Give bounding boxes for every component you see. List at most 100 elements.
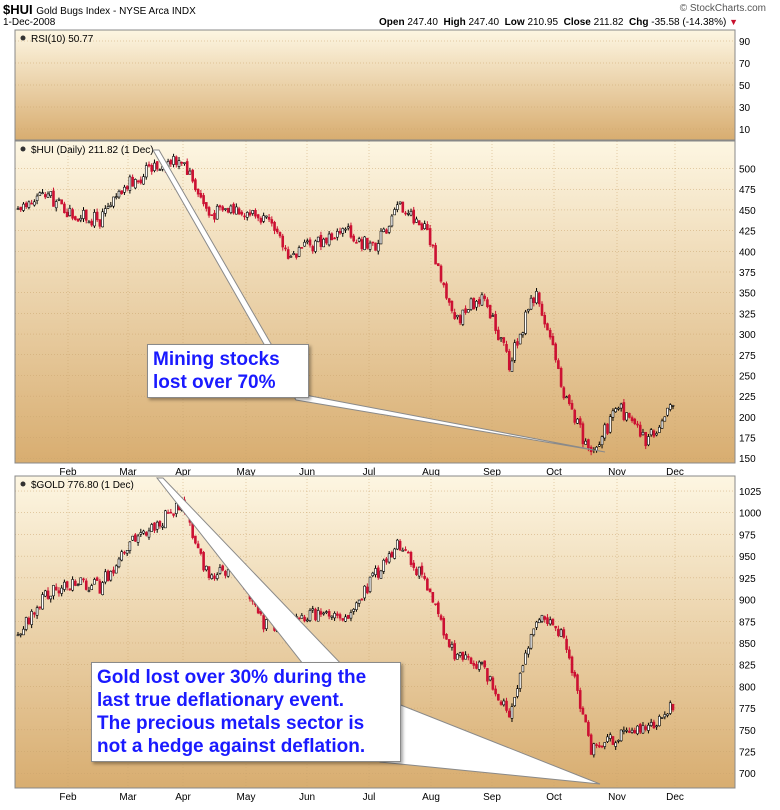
- candle-body: [584, 714, 587, 723]
- candle-body: [502, 700, 506, 706]
- candle-body: [251, 210, 255, 214]
- candle-body: [633, 730, 637, 734]
- candle-body: [406, 551, 410, 554]
- low-label: Low: [504, 17, 525, 28]
- candle-body: [412, 209, 416, 224]
- candle-body: [396, 539, 399, 550]
- candle-body: [117, 558, 121, 568]
- y-tick-label: 300: [739, 330, 756, 341]
- candle-body: [420, 565, 424, 575]
- candle-body: [368, 242, 372, 250]
- candle-body: [120, 551, 124, 561]
- candle-body: [578, 418, 582, 425]
- y-tick-label: 900: [739, 596, 756, 607]
- panel-legend-icon: [20, 146, 26, 152]
- candle-body: [338, 231, 342, 234]
- candle-body: [647, 724, 650, 731]
- x-tick-label: Mar: [119, 467, 137, 478]
- candle-body: [205, 202, 208, 209]
- candle-body: [65, 211, 69, 218]
- candle-body: [628, 730, 631, 733]
- candle-body: [505, 700, 508, 711]
- candle-body: [554, 343, 557, 361]
- candle-body: [19, 633, 23, 636]
- candle-body: [453, 312, 456, 319]
- candle-body: [79, 577, 83, 585]
- candle-body: [41, 594, 44, 610]
- candle-body: [210, 574, 214, 579]
- candle-body: [112, 196, 115, 207]
- candle-body: [537, 619, 541, 624]
- candle-body: [224, 208, 227, 210]
- candle-body: [185, 161, 189, 175]
- candle-body: [374, 568, 377, 575]
- candle-body: [49, 595, 53, 600]
- candle-body: [483, 295, 486, 299]
- candle-body: [90, 220, 93, 226]
- candle-body: [598, 745, 601, 748]
- candle-body: [270, 219, 274, 224]
- candle-body: [114, 565, 118, 574]
- candle-body: [382, 559, 386, 572]
- candle-body: [333, 613, 336, 619]
- y-tick-label: 925: [739, 574, 756, 585]
- candle-body: [376, 243, 380, 252]
- candle-body: [174, 156, 178, 165]
- candle-body: [658, 426, 661, 433]
- candle-body: [254, 209, 257, 217]
- y-tick-label: 800: [739, 682, 756, 693]
- candle-body: [341, 228, 345, 234]
- candle-body: [177, 160, 181, 167]
- candle-body: [207, 566, 211, 578]
- candle-body: [499, 701, 503, 705]
- x-tick-label: Aug: [422, 792, 440, 803]
- candle-body: [456, 653, 459, 660]
- candle-body: [54, 586, 58, 591]
- candle-body: [229, 205, 233, 213]
- candle-body: [565, 396, 568, 399]
- candle-body: [27, 201, 31, 208]
- candle-body: [529, 634, 533, 649]
- candle-body: [308, 239, 312, 246]
- candle-body: [513, 696, 517, 707]
- candle-body: [82, 210, 85, 219]
- candle-body: [49, 191, 53, 197]
- candle-body: [445, 634, 448, 640]
- y-tick-label: 325: [739, 309, 756, 320]
- candle-body: [611, 736, 615, 745]
- candle-body: [458, 315, 462, 324]
- candle-body: [150, 524, 154, 532]
- candle-body: [363, 236, 366, 250]
- candle-body: [120, 190, 124, 194]
- y-tick-label: 400: [739, 247, 756, 258]
- candle-body: [24, 202, 28, 208]
- candle-body: [603, 742, 607, 747]
- candle-body: [570, 403, 574, 410]
- candle-body: [349, 225, 353, 238]
- candle-body: [382, 228, 386, 232]
- low-value: 210.95: [527, 17, 559, 28]
- candle-body: [589, 734, 593, 755]
- y-tick-label: 30: [739, 103, 751, 114]
- candle-body: [289, 255, 293, 258]
- close-label: Close: [563, 17, 591, 28]
- candle-body: [235, 206, 238, 215]
- candle-body: [322, 238, 325, 248]
- candle-body: [213, 212, 216, 220]
- candle-body: [295, 253, 298, 258]
- y-tick-label: 1025: [739, 487, 762, 498]
- candle-body: [396, 204, 399, 210]
- candle-body: [330, 233, 334, 241]
- candle-body: [477, 299, 481, 305]
- candle-body: [338, 614, 342, 619]
- candle-body: [480, 294, 484, 306]
- candle-body: [194, 535, 197, 544]
- candle-body: [366, 586, 369, 594]
- candle-body: [611, 410, 615, 418]
- candle-body: [537, 292, 541, 305]
- candle-body: [314, 240, 317, 252]
- candle-body: [415, 218, 418, 223]
- candle-body: [57, 590, 61, 594]
- candle-body: [352, 235, 355, 242]
- candle-body: [237, 208, 241, 215]
